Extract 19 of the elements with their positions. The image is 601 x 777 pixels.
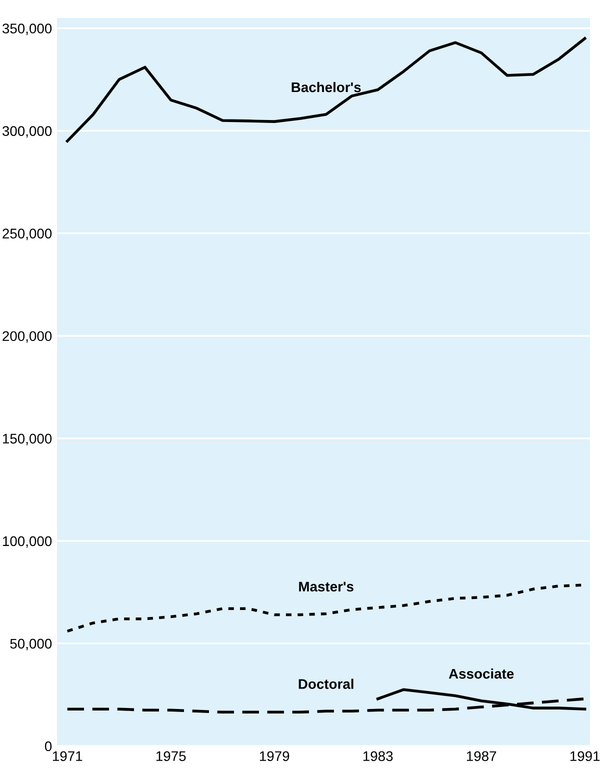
series-label: Associate xyxy=(448,668,514,679)
series-label: Master's xyxy=(299,582,354,592)
y-tick-label: 250,000 xyxy=(2,228,52,240)
y-tick-label: 200,000 xyxy=(2,331,52,343)
series-label: Doctoral xyxy=(298,678,354,689)
y-tick-label: 50,000 xyxy=(10,638,52,650)
y-tick-label: 150,000 xyxy=(3,434,52,446)
line-series xyxy=(66,37,586,142)
x-tick-label: 1979 xyxy=(260,751,290,762)
x-tick-label: 1987 xyxy=(466,751,496,762)
x-tick-label: 1971 xyxy=(52,751,82,762)
series-label: Bachelor's xyxy=(292,82,361,92)
x-tick-label: 1983 xyxy=(363,751,393,762)
y-tick-label: 300,000 xyxy=(2,126,52,138)
x-tick-label: 1991 xyxy=(570,751,600,762)
y-tick-label: 350,000 xyxy=(2,24,52,36)
y-tick-label: 0 xyxy=(44,741,52,752)
x-tick-label: 1975 xyxy=(156,751,186,762)
y-tick-label: 100,000 xyxy=(3,536,52,548)
